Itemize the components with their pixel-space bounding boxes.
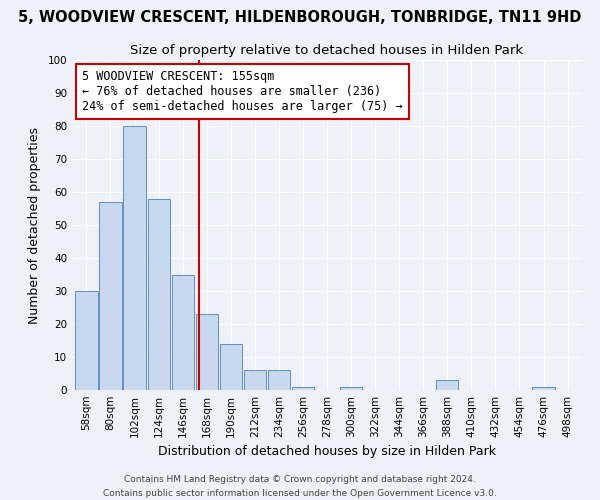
- Bar: [268, 370, 290, 390]
- Y-axis label: Number of detached properties: Number of detached properties: [28, 126, 41, 324]
- Text: Contains HM Land Registry data © Crown copyright and database right 2024.
Contai: Contains HM Land Registry data © Crown c…: [103, 476, 497, 498]
- Text: 5, WOODVIEW CRESCENT, HILDENBOROUGH, TONBRIDGE, TN11 9HD: 5, WOODVIEW CRESCENT, HILDENBOROUGH, TON…: [19, 10, 581, 25]
- Text: 5 WOODVIEW CRESCENT: 155sqm
← 76% of detached houses are smaller (236)
24% of se: 5 WOODVIEW CRESCENT: 155sqm ← 76% of det…: [82, 70, 403, 113]
- Bar: [436, 380, 458, 390]
- Bar: [220, 344, 242, 390]
- Bar: [532, 386, 554, 390]
- Bar: [244, 370, 266, 390]
- Bar: [100, 202, 122, 390]
- Bar: [340, 386, 362, 390]
- Bar: [196, 314, 218, 390]
- Title: Size of property relative to detached houses in Hilden Park: Size of property relative to detached ho…: [130, 44, 524, 58]
- Bar: [148, 198, 170, 390]
- Bar: [76, 291, 98, 390]
- Bar: [292, 386, 314, 390]
- Bar: [172, 274, 194, 390]
- Bar: [124, 126, 146, 390]
- X-axis label: Distribution of detached houses by size in Hilden Park: Distribution of detached houses by size …: [158, 446, 496, 458]
